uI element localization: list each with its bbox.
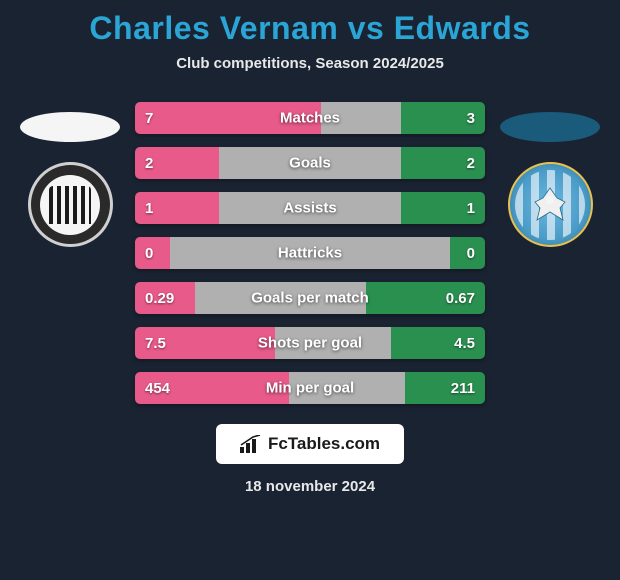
stat-value-left: 2 (145, 155, 153, 172)
stat-value-left: 7.5 (145, 335, 166, 352)
left-accent-ellipse (20, 112, 120, 142)
stat-seg-right: 211 (405, 372, 486, 404)
stat-value-left: 454 (145, 380, 170, 397)
brand-chart-icon (240, 435, 262, 453)
stat-value-left: 0.29 (145, 290, 174, 307)
stat-label: Assists (283, 200, 336, 217)
stat-value-right: 3 (467, 110, 475, 127)
right-team-crest (508, 162, 593, 247)
date-text: 18 november 2024 (245, 478, 375, 495)
left-team-col (20, 102, 120, 247)
stat-label: Goals (289, 155, 331, 172)
stat-bar: 1 1 Assists (135, 192, 485, 224)
stat-label: Min per goal (266, 380, 354, 397)
stat-seg-left: 0.29 (135, 282, 195, 314)
subtitle: Club competitions, Season 2024/2025 (176, 55, 444, 72)
stat-bar: 7.5 4.5 Shots per goal (135, 327, 485, 359)
stat-value-right: 0.67 (446, 290, 475, 307)
grimsby-crest-inner (40, 175, 100, 235)
stat-value-right: 0 (467, 245, 475, 262)
stat-value-left: 1 (145, 200, 153, 217)
stat-seg-right: 0 (450, 237, 485, 269)
right-team-col (500, 102, 600, 247)
brand-badge: FcTables.com (216, 424, 404, 464)
stat-seg-right: 1 (401, 192, 485, 224)
stat-bar: 7 3 Matches (135, 102, 485, 134)
stat-label: Matches (280, 110, 340, 127)
stat-seg-right: 3 (401, 102, 485, 134)
stat-value-right: 4.5 (454, 335, 475, 352)
stat-bar: 0 0 Hattricks (135, 237, 485, 269)
footer: FcTables.com 18 november 2024 (216, 424, 404, 495)
stat-seg-right: 2 (401, 147, 485, 179)
stat-label: Goals per match (251, 290, 369, 307)
stat-value-left: 0 (145, 245, 153, 262)
stat-seg-left: 2 (135, 147, 219, 179)
stat-label: Hattricks (278, 245, 342, 262)
stat-label: Shots per goal (258, 335, 362, 352)
stat-seg-left: 7.5 (135, 327, 275, 359)
main-row: 7 3 Matches 2 2 Goals 1 1 Assists 0 0 Hattricks 0.29… (0, 102, 620, 404)
stat-seg-right: 4.5 (391, 327, 486, 359)
left-team-crest (28, 162, 113, 247)
stat-seg-right: 0.67 (366, 282, 485, 314)
grimsby-stripes-icon (49, 186, 91, 224)
eagle-icon (525, 180, 575, 230)
stat-seg-left: 1 (135, 192, 219, 224)
stat-bar: 454 211 Min per goal (135, 372, 485, 404)
stat-value-left: 7 (145, 110, 153, 127)
right-accent-ellipse (500, 112, 600, 142)
stat-seg-left: 0 (135, 237, 170, 269)
stat-value-right: 2 (467, 155, 475, 172)
page-title: Charles Vernam vs Edwards (89, 10, 530, 47)
stat-bar: 0.29 0.67 Goals per match (135, 282, 485, 314)
stat-value-right: 211 (451, 380, 475, 397)
brand-text: FcTables.com (268, 434, 380, 454)
stat-value-right: 1 (467, 200, 475, 217)
stat-bar: 2 2 Goals (135, 147, 485, 179)
stats-column: 7 3 Matches 2 2 Goals 1 1 Assists 0 0 Hattricks 0.29… (135, 102, 485, 404)
infographic-root: Charles Vernam vs Edwards Club competiti… (0, 0, 620, 580)
